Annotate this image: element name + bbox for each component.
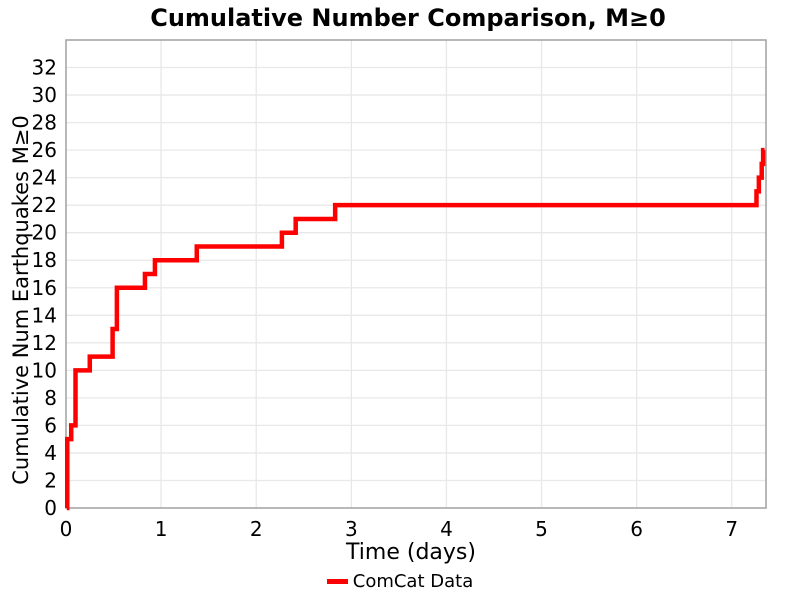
y-tick-label: 26 xyxy=(32,138,57,162)
x-tick-label: 4 xyxy=(440,517,453,541)
y-tick-label: 22 xyxy=(32,193,57,217)
x-tick-label: 6 xyxy=(630,517,643,541)
y-tick-label: 20 xyxy=(32,221,57,245)
legend: ComCat Data xyxy=(0,571,800,592)
x-tick-label: 0 xyxy=(60,517,73,541)
y-tick-label: 24 xyxy=(32,166,57,190)
x-tick-label: 2 xyxy=(250,517,263,541)
x-tick-label: 5 xyxy=(535,517,548,541)
x-axis-label: Time (days) xyxy=(346,540,476,565)
y-axis-label: Cumulative Num Earthquakes M≥0 xyxy=(9,115,33,485)
y-tick-label: 14 xyxy=(32,303,57,327)
plot-border xyxy=(65,39,767,509)
series-comcat-line xyxy=(64,147,766,511)
y-tick-label: 0 xyxy=(44,496,57,520)
legend-label: ComCat Data xyxy=(352,571,474,592)
y-tick-label: 4 xyxy=(44,441,57,465)
y-tick-label: 12 xyxy=(32,331,57,355)
y-tick-label: 18 xyxy=(32,248,57,272)
y-tick-label: 32 xyxy=(32,56,57,80)
x-tick-label: 7 xyxy=(725,517,738,541)
x-tick-label: 3 xyxy=(345,517,358,541)
x-tick-label: 1 xyxy=(155,517,168,541)
y-tick-label: 28 xyxy=(32,111,57,135)
y-tick-label: 6 xyxy=(44,413,57,437)
y-tick-label: 10 xyxy=(32,358,57,382)
y-tick-label: 16 xyxy=(32,276,57,300)
chart-title: Cumulative Number Comparison, M≥0 xyxy=(150,4,666,32)
legend-line-icon xyxy=(326,579,348,584)
y-tick-label: 2 xyxy=(44,468,57,492)
y-tick-label: 8 xyxy=(44,386,57,410)
y-tick-label: 30 xyxy=(32,83,57,107)
